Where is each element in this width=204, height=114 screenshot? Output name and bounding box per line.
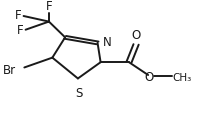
- Text: O: O: [131, 29, 141, 42]
- Text: Br: Br: [3, 63, 17, 76]
- Text: S: S: [75, 86, 83, 99]
- Text: F: F: [15, 9, 22, 22]
- Text: O: O: [145, 70, 154, 83]
- Text: N: N: [103, 36, 111, 49]
- Text: CH₃: CH₃: [173, 72, 192, 82]
- Text: F: F: [46, 0, 52, 13]
- Text: F: F: [17, 24, 24, 37]
